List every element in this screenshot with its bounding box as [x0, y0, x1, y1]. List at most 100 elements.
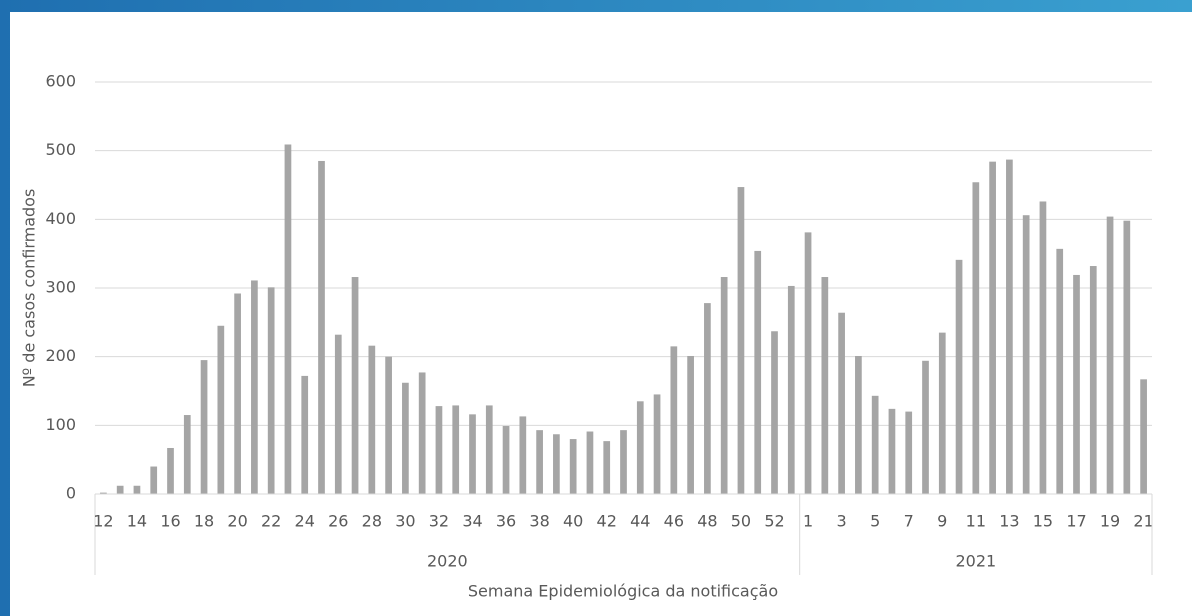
bar [469, 414, 476, 494]
x-tick-label: 26 [328, 512, 348, 531]
bar [888, 408, 896, 494]
bar [922, 360, 929, 494]
bar [771, 331, 778, 494]
x-tick-label: 24 [295, 512, 315, 531]
bar [1073, 274, 1080, 494]
x-tick-label: 20 [227, 512, 247, 531]
x-axis-title: Semana Epidemiológica da notificação [468, 582, 778, 601]
bar [116, 485, 124, 494]
x-tick-label: 9 [937, 512, 947, 531]
bar [653, 394, 661, 494]
x-tick-label: 11 [966, 512, 986, 531]
x-tick-label: 18 [194, 512, 214, 531]
bar [586, 431, 594, 494]
x-tick-label: 7 [904, 512, 914, 531]
x-tick-label: 28 [362, 512, 382, 531]
bar [804, 232, 812, 494]
bar [687, 355, 694, 494]
bar [1022, 215, 1030, 495]
bar [1039, 201, 1047, 495]
bar [485, 405, 493, 494]
bar [1056, 248, 1064, 494]
y-tick-label: 100 [45, 415, 76, 434]
x-tick-label: 3 [837, 512, 847, 531]
bar [267, 287, 275, 494]
bar [553, 434, 560, 494]
bar [1140, 379, 1147, 494]
x-tick-label: 36 [496, 512, 516, 531]
x-tick-label: 16 [160, 512, 180, 531]
bar [234, 293, 241, 494]
bar [402, 382, 409, 494]
bar [167, 447, 174, 494]
y-tick-label: 300 [45, 278, 76, 297]
bar [301, 375, 309, 494]
bar [1123, 220, 1131, 494]
bar [972, 182, 980, 494]
x-tick-label: 15 [1033, 512, 1053, 531]
bar [821, 277, 829, 494]
bar [1106, 216, 1114, 494]
bar [385, 356, 392, 494]
bar [100, 492, 107, 494]
x-tick-label: 13 [999, 512, 1019, 531]
bar [452, 405, 460, 494]
bar [938, 332, 946, 494]
bar [251, 280, 258, 494]
bar [435, 406, 443, 494]
x-tick-label: 21 [1133, 512, 1153, 531]
bar [636, 401, 644, 494]
bar [620, 430, 627, 494]
bar [737, 187, 745, 494]
x-tick-label: 14 [127, 512, 147, 531]
x-tick-label: 40 [563, 512, 583, 531]
x-tick-label: 42 [597, 512, 617, 531]
bar [318, 160, 325, 494]
y-tick-label: 0 [66, 484, 76, 503]
bar [284, 144, 292, 494]
bar [133, 485, 141, 494]
x-tick-label: 1 [803, 512, 813, 531]
x-tick-label: 50 [731, 512, 751, 531]
bar [183, 415, 191, 494]
group-label: 2020 [427, 552, 468, 571]
bar [217, 325, 225, 494]
x-tick-label: 34 [462, 512, 482, 531]
bar [905, 411, 913, 494]
x-tick-label: 46 [664, 512, 684, 531]
bar [955, 259, 963, 494]
x-tick-label: 48 [697, 512, 717, 531]
x-tick-label: 17 [1066, 512, 1086, 531]
bar [519, 416, 527, 494]
x-tick-label: 12 [93, 512, 113, 531]
bar [670, 346, 678, 494]
y-tick-label: 400 [45, 209, 76, 228]
y-axis-title: Nº de casos confirmados [20, 189, 39, 388]
bar [536, 430, 543, 494]
x-tick-label: 52 [764, 512, 784, 531]
x-tick-label: 19 [1100, 512, 1120, 531]
bar [855, 355, 862, 494]
y-tick-label: 600 [45, 72, 76, 91]
bar [200, 360, 208, 494]
x-tick-label: 38 [529, 512, 549, 531]
bar [787, 285, 795, 494]
x-tick-label: 30 [395, 512, 415, 531]
bar [989, 161, 996, 495]
bar [150, 466, 158, 494]
bar [418, 372, 426, 494]
bar [871, 395, 879, 494]
y-tick-label: 500 [45, 140, 76, 159]
bar [351, 277, 359, 494]
y-tick-label: 200 [45, 346, 76, 365]
bar [720, 277, 728, 494]
bar [368, 345, 376, 494]
bar [569, 439, 577, 494]
x-tick-label: 22 [261, 512, 281, 531]
bar [603, 441, 611, 494]
x-tick-label: 44 [630, 512, 650, 531]
bar [704, 303, 711, 494]
bar [502, 426, 510, 494]
bar [754, 250, 762, 494]
